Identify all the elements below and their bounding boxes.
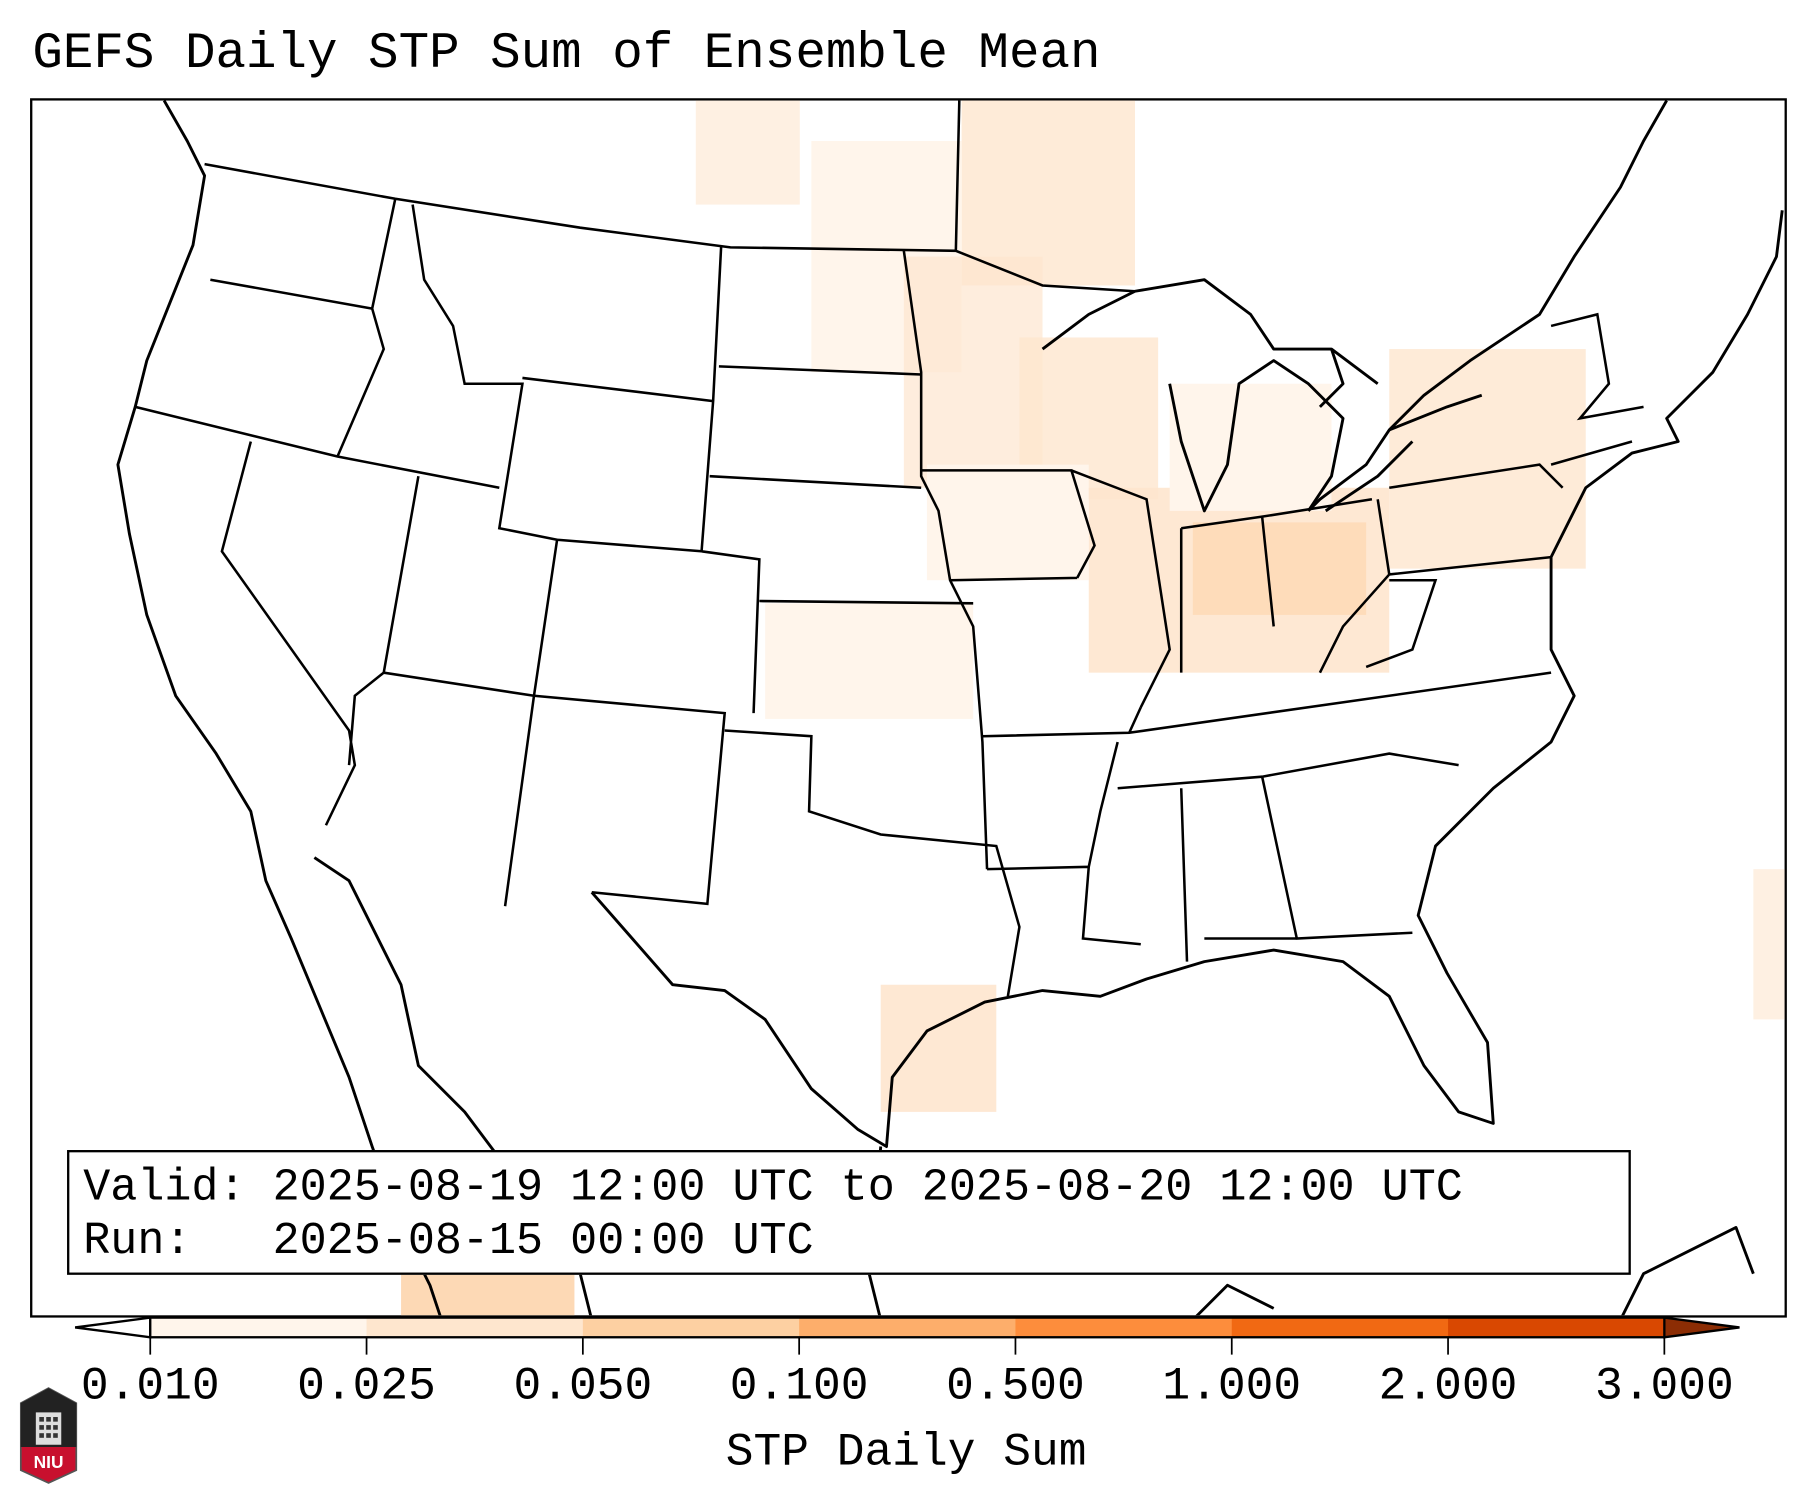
canada-border (204, 100, 1136, 293)
shade-north-dakota (961, 100, 1135, 286)
colorbar-label: STP Daily Sum (725, 1427, 1087, 1480)
colorbar-bin (150, 1317, 368, 1338)
colorbar-tick-label: 3.000 (1594, 1361, 1734, 1414)
colorbar-bin (582, 1317, 800, 1338)
niu-logo: NIU (19, 1387, 78, 1484)
colorbar-tick-label: 0.050 (513, 1361, 653, 1414)
shade-iowa (926, 464, 1089, 581)
colorbar-tick-label: 0.010 (80, 1361, 220, 1414)
shade-atlantic (1753, 869, 1785, 1020)
colorbar-bin (1231, 1317, 1449, 1338)
validity-info-box: Valid: 2025-08-19 12:00 UTC to 2025-08-2… (67, 1150, 1631, 1275)
logo-text: NIU (34, 1452, 64, 1472)
state-borders (134, 100, 1644, 997)
valid-value: 2025-08-19 12:00 UTC to 2025-08-20 12:00… (272, 1162, 1463, 1214)
central-states (902, 250, 1644, 962)
colorbar-bin (1015, 1317, 1233, 1338)
shade-pennsylvania-ny (1389, 349, 1586, 569)
map-panel (30, 98, 1787, 1318)
colorbar-tick-label: 2.000 (1378, 1361, 1518, 1414)
colorbar-tick-label: 0.025 (297, 1361, 436, 1414)
shade-canada-north (695, 100, 800, 205)
colorbar (74, 1316, 1740, 1355)
shade-michigan (1169, 383, 1332, 511)
great-lakes (1041, 278, 1483, 513)
run-value: 2025-08-15 00:00 UTC (272, 1215, 814, 1267)
colorbar-bin (799, 1317, 1017, 1338)
stp-shading (401, 100, 1785, 1316)
shade-kansas (765, 603, 974, 719)
colorbar-tick-label: 0.100 (729, 1361, 869, 1414)
colorbar-tick-label: 0.500 (946, 1361, 1085, 1414)
shade-indiana-core (1192, 522, 1367, 615)
map-canvas (116, 100, 1785, 1316)
colorbar-bin (1448, 1317, 1665, 1338)
map-title: GEFS Daily STP Sum of Ensemble Mean (32, 25, 1101, 84)
colorbar-tick-label: 1.000 (1162, 1361, 1302, 1414)
colorbar-bin (366, 1317, 584, 1338)
colorbar-over-arrow (1663, 1316, 1740, 1339)
run-label: Run: (83, 1215, 192, 1267)
colorbar-outline (149, 1316, 1666, 1339)
colorbar-under-arrow (74, 1316, 152, 1339)
valid-label: Valid: (83, 1162, 246, 1214)
western-states (134, 198, 1021, 997)
